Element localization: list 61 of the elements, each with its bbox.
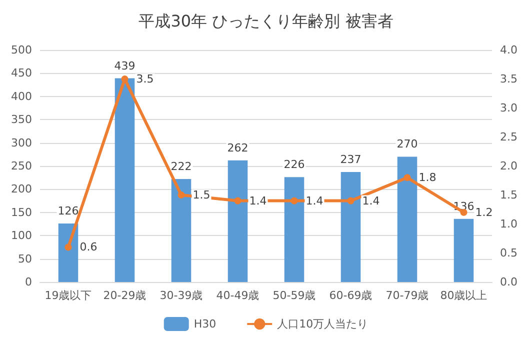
y2-tick-label: 1.5 [500,188,518,202]
bar [454,218,474,282]
data-label: 1.2 [475,206,493,219]
y2-tick-label: 1.0 [500,218,518,230]
legend-label: H30 [194,318,216,330]
x-tick-label: 50-59歳 [272,289,316,302]
point [234,197,242,204]
data-label: 1.5 [192,188,210,202]
x-tick-label: 70-79歳 [386,289,429,302]
data-label: 126 [58,204,79,218]
chart-title: 平成30年 ひったくり年齢別 被害者 [138,12,394,30]
y-tick-label: 300 [11,136,32,150]
bar [114,78,135,282]
data-label: 1.4 [362,194,380,208]
x-tick-label: 80歳以上 [440,289,488,302]
bar [171,178,192,282]
y-tick-label: 400 [11,90,32,103]
y2-tick-label: 3.0 [500,102,518,114]
x-tick-label: 19歳以下 [44,289,92,302]
y2-tick-label: 0.5 [500,246,518,260]
y-tick-label: 0 [25,276,32,288]
data-label: 1.4 [306,194,324,208]
bar [58,224,78,282]
data-label: 1.8 [418,171,436,184]
y2-tick-label: 3.5 [500,72,518,86]
bar [228,160,248,282]
bar [397,156,418,282]
y2-tick-label: 0.0 [500,276,518,288]
y2-tick-label: 2.0 [500,160,518,172]
data-label: 270 [396,138,418,151]
y-tick-label: 450 [11,66,32,80]
data-label: 1.4 [249,194,267,208]
data-label: 439 [114,59,136,72]
y-tick-label: 250 [11,160,32,172]
x-tick-label: 40-49歳 [216,289,260,302]
y-tick-label: 350 [11,113,32,126]
y-tick-label: 200 [11,182,32,196]
data-label: 262 [227,141,248,154]
point [64,244,72,251]
y2-tick-label: 4.0 [500,44,518,56]
y-tick-label: 100 [11,229,32,242]
data-label: 222 [170,160,192,173]
point [404,174,411,182]
data-label: 237 [340,153,362,166]
point [290,197,298,204]
x-tick-label: 60-69歳 [329,289,372,302]
x-tick-label: 20-29歳 [103,289,146,302]
y-tick-label: 150 [11,206,32,219]
bar [340,172,361,282]
data-label: 3.5 [136,72,154,86]
bar [284,177,304,282]
data-label: 0.6 [80,240,98,254]
point [347,197,354,204]
data-label: 226 [284,158,305,172]
y-tick-label: 50 [18,252,32,266]
y-tick-label: 500 [11,44,32,56]
y2-tick-label: 2.5 [500,130,518,144]
x-tick-label: 30-39歳 [160,289,203,302]
point [121,76,128,82]
legend-label: 人口10万人当たり [277,318,368,330]
point [178,192,185,198]
